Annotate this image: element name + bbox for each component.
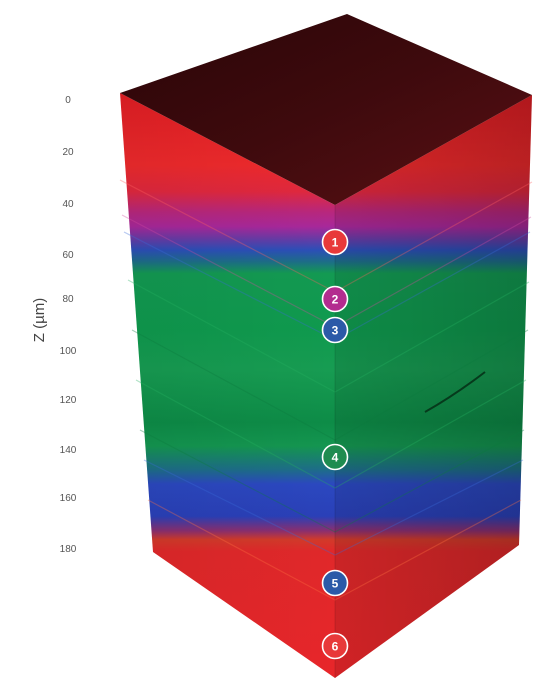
layer-marker-5: 5: [321, 569, 349, 597]
tick-label: 60: [62, 250, 74, 261]
layer-markers: 1 2 3 4 5 6: [321, 228, 349, 660]
layer-marker-1: 1: [321, 228, 349, 256]
svg-text:6: 6: [332, 640, 339, 654]
z-axis-ticks: 0 20 40 60 80 100 120 140 160 180: [60, 95, 77, 555]
tick-label: 0: [65, 95, 71, 106]
svg-text:4: 4: [332, 451, 339, 465]
tick-label: 120: [60, 395, 77, 406]
svg-text:2: 2: [332, 293, 339, 307]
surface-crack: [424, 371, 486, 413]
z-axis-title: Z (µm): [31, 298, 48, 342]
layer-marker-3: 3: [321, 316, 349, 344]
layer-marker-2: 2: [321, 285, 349, 313]
tick-label: 80: [62, 294, 74, 305]
tick-label: 20: [62, 147, 74, 158]
tick-label: 180: [60, 544, 77, 555]
svg-text:1: 1: [332, 236, 339, 250]
tick-label: 140: [60, 445, 77, 456]
layer-marker-6: 6: [321, 632, 349, 660]
tick-label: 100: [60, 346, 77, 357]
svg-text:5: 5: [332, 577, 339, 591]
tick-label: 40: [62, 199, 74, 210]
tick-label: 160: [60, 493, 77, 504]
layered-block: [119, 14, 533, 678]
block-top-face: [120, 14, 532, 205]
svg-text:3: 3: [332, 324, 339, 338]
strata-texture: [119, 179, 533, 601]
layer-marker-4: 4: [321, 443, 349, 471]
